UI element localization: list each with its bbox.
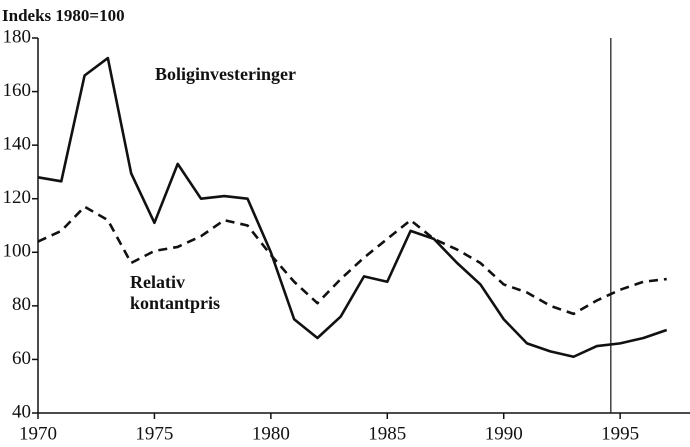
x-tick-label: 1990 [485, 423, 523, 444]
y-tick-label: 120 [3, 187, 32, 208]
annotation: Relativ [130, 272, 185, 292]
x-tick-label: 1995 [601, 423, 639, 444]
y-axis-label: Indeks 1980=100 [2, 6, 125, 25]
y-tick-label: 100 [3, 241, 32, 262]
annotation: Boliginvesteringer [155, 64, 296, 84]
annotation: kontantpris [130, 293, 220, 313]
y-tick-label: 180 [3, 26, 32, 47]
y-tick-label: 80 [12, 294, 31, 315]
x-tick-label: 1980 [252, 423, 290, 444]
x-tick-label: 1975 [135, 423, 173, 444]
y-tick-label: 40 [12, 401, 31, 422]
y-tick-label: 160 [3, 80, 32, 101]
y-tick-label: 140 [3, 134, 32, 155]
x-tick-label: 1970 [19, 423, 57, 444]
y-tick-label: 60 [12, 348, 31, 369]
x-tick-label: 1985 [368, 423, 406, 444]
data-line [37, 56, 668, 359]
